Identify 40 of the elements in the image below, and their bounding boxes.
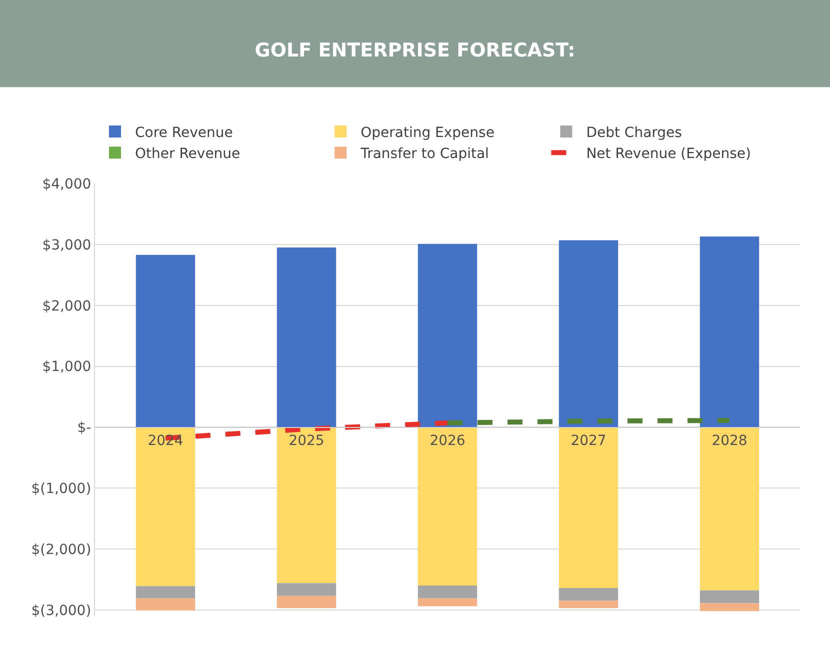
y-tick-label: $(2,000)	[31, 542, 92, 558]
bar	[276, 596, 336, 608]
y-tick-label: $-	[77, 420, 92, 436]
bar	[418, 244, 478, 428]
bar	[136, 254, 196, 428]
legend-label: Other Revenue	[135, 146, 240, 162]
y-tick-label: $4,000	[42, 176, 92, 192]
bar	[558, 240, 618, 428]
legend-label: Operating Expense	[360, 124, 494, 141]
bar	[558, 588, 618, 601]
legend-label: Core Revenue	[135, 124, 233, 141]
bar	[558, 427, 618, 588]
bar	[276, 427, 336, 584]
bar	[276, 248, 336, 428]
x-tick-label: 2025	[288, 432, 324, 449]
legend-label: Debt Charges	[586, 124, 682, 141]
legend-label: Net Revenue (Expense)	[586, 146, 751, 162]
y-tick-label: $3,000	[42, 237, 92, 254]
bar	[558, 600, 618, 608]
bar	[418, 586, 478, 598]
bar	[136, 427, 196, 586]
legend-label: Transfer to Capital	[360, 146, 489, 162]
x-tick-label: 2024	[148, 432, 184, 449]
bar	[418, 427, 478, 586]
bar	[136, 598, 196, 611]
x-tick-label: 2028	[712, 432, 748, 449]
x-tick-label: 2027	[570, 432, 606, 449]
y-tick-label: $(3,000)	[31, 602, 92, 619]
bar	[700, 427, 760, 590]
bar	[700, 590, 760, 604]
bar	[700, 236, 760, 428]
x-tick-label: 2026	[430, 432, 466, 449]
y-tick-label: $1,000	[42, 359, 92, 376]
chart-title: GOLF ENTERPRISE FORECAST:	[254, 39, 576, 62]
y-tick-label: $(1,000)	[31, 481, 92, 497]
y-tick-label: $2,000	[42, 298, 92, 314]
bar	[700, 603, 760, 612]
bar	[276, 583, 336, 596]
bar	[136, 586, 196, 598]
bar	[418, 598, 478, 606]
